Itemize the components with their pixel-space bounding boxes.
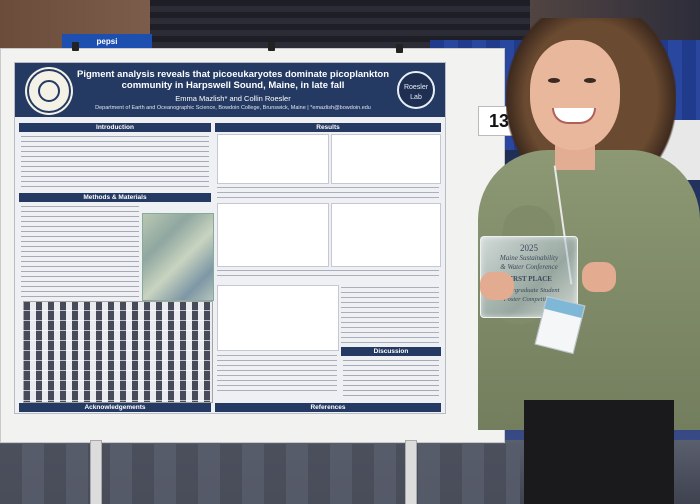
section-results: Results	[215, 123, 441, 132]
methods-text	[21, 204, 139, 298]
pushpin-center	[268, 42, 275, 51]
person-pants	[524, 400, 674, 504]
award-category-2: Poster Competition	[503, 296, 555, 303]
poster-header: Pigment analysis reveals that picoeukary…	[15, 63, 445, 117]
college-seal-icon	[27, 69, 71, 113]
pushpin-right	[396, 44, 403, 53]
results-caption-4	[217, 353, 337, 395]
section-introduction: Introduction	[19, 123, 211, 132]
section-acknowledgements: Acknowledgements	[19, 403, 211, 412]
person-hand-right	[582, 262, 616, 292]
award-year: 2025	[520, 243, 538, 253]
results-scatter-figure-1	[217, 134, 329, 184]
results-dendrogram-2	[331, 203, 441, 267]
poster-authors: Emma Mazlish* and Collin Roesler	[175, 94, 291, 103]
person-eye-left	[548, 78, 560, 83]
results-dendrogram-1	[217, 203, 329, 267]
person-face	[530, 40, 620, 150]
pushpin-left	[72, 42, 79, 51]
research-poster: Pigment analysis reveals that picoeukary…	[14, 62, 446, 414]
introduction-text	[21, 134, 209, 189]
results-line-figure	[217, 285, 339, 351]
study-site-map	[142, 213, 214, 301]
easel-leg-left	[90, 440, 102, 504]
person-hand-left	[480, 272, 514, 300]
methods-table-rows	[23, 301, 211, 401]
award-line-1: Maine Sustainability	[499, 254, 559, 262]
award-place: FIRST PLACE	[506, 275, 552, 283]
results-caption-1	[217, 185, 439, 199]
poster-title: Pigment analysis reveals that picoeukary…	[77, 69, 390, 91]
easel-leg-right	[405, 440, 417, 504]
award-category: Undergraduate Student	[498, 287, 560, 294]
results-caption-3	[341, 285, 439, 349]
lab-logo-icon: Roesler Lab	[397, 71, 435, 109]
section-methods: Methods & Materials	[19, 193, 211, 202]
person-eye-right	[584, 78, 596, 83]
section-discussion: Discussion	[341, 347, 441, 356]
arena-banner: pepsi	[62, 34, 152, 50]
results-scatter-figure-2	[331, 134, 441, 184]
section-references: References	[215, 403, 441, 412]
results-caption-2	[217, 268, 439, 280]
award-line-2: & Water Conference	[500, 263, 558, 271]
poster-affiliation: Department of Earth and Oceanographic Sc…	[95, 105, 371, 111]
floor-tiles	[0, 444, 520, 504]
discussion-text	[343, 358, 439, 400]
